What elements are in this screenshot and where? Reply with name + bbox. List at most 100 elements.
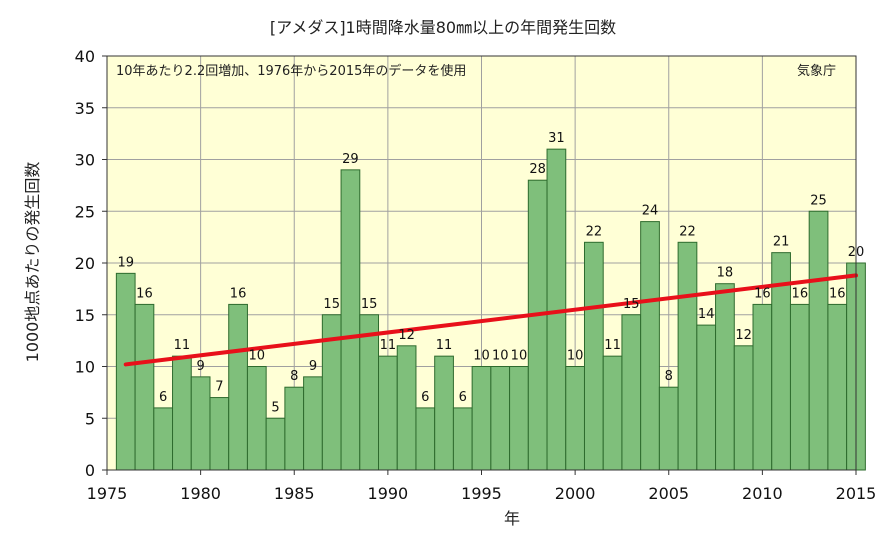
data-label-1996: 10	[492, 349, 509, 364]
bar-1977	[134, 303, 155, 471]
bar-2009	[733, 345, 754, 471]
data-label-2010: 16	[754, 286, 771, 301]
data-label-1999: 31	[548, 131, 565, 146]
x-tick-label: 1980	[180, 484, 221, 503]
y-tick-label: 0	[85, 461, 95, 480]
y-tick-label: 15	[75, 306, 95, 325]
x-tick-label: 1995	[461, 484, 502, 503]
y-axis-label: 1000地点あたりの発生回数	[23, 162, 42, 363]
bar-2002	[602, 355, 623, 471]
data-label-1983: 10	[249, 349, 266, 364]
bar-1994	[452, 407, 473, 471]
bar-2012	[789, 303, 810, 471]
bars	[115, 148, 866, 471]
bar-1998	[527, 179, 548, 471]
bar-1982	[228, 303, 248, 471]
data-label-1993: 11	[436, 338, 453, 353]
data-label-1991: 12	[398, 328, 415, 343]
data-label-2012: 16	[792, 286, 809, 301]
data-label-1982: 16	[230, 286, 247, 301]
data-label-1981: 7	[215, 380, 223, 395]
bar-2005	[658, 386, 679, 471]
bar-1996	[490, 366, 511, 471]
data-label-1984: 5	[271, 400, 279, 415]
bar-2008	[715, 283, 735, 471]
data-label-2008: 18	[717, 266, 734, 281]
bar-2010	[752, 303, 773, 471]
x-axis-label: 年	[504, 509, 520, 528]
data-label-1987: 15	[323, 297, 340, 312]
bar-1984	[265, 417, 286, 471]
bar-2007	[696, 324, 717, 471]
x-tick-label: 2005	[648, 484, 689, 503]
data-label-1994: 6	[459, 390, 467, 405]
trend-line	[123, 273, 858, 367]
y-tick-label: 30	[75, 151, 95, 170]
data-label-1989: 15	[361, 297, 378, 312]
x-tick-label: 2010	[742, 484, 783, 503]
annotation-text: 10年あたり2.2回増加、1976年から2015年のデータを使用	[116, 63, 466, 79]
y-tick-label: 40	[75, 47, 95, 66]
data-label-1988: 29	[342, 152, 359, 167]
bar-1990	[378, 355, 398, 471]
bar-1978	[153, 407, 174, 471]
bar-1981	[209, 397, 230, 471]
chart-title: [アメダス]1時間降水量80㎜以上の年間発生回数	[270, 18, 616, 37]
data-label-1995: 10	[473, 349, 490, 364]
data-label-1980: 9	[196, 359, 204, 374]
bar-1995	[471, 366, 492, 471]
data-label-2004: 24	[642, 204, 659, 219]
data-label-2007: 14	[698, 307, 715, 322]
bar-1985	[284, 386, 305, 471]
y-tick-label: 35	[75, 99, 95, 118]
x-tick-label: 2000	[555, 484, 596, 503]
bar-1979	[172, 355, 192, 471]
y-tick-label: 20	[75, 254, 95, 273]
bar-1993	[434, 355, 454, 471]
y-tick-label: 5	[85, 409, 95, 428]
bar-1997	[509, 366, 529, 471]
bar-1991	[396, 345, 417, 471]
y-tick-label: 10	[75, 358, 95, 377]
bar-1988	[340, 169, 361, 471]
data-label-2011: 21	[773, 235, 790, 250]
data-label-1985: 8	[290, 369, 298, 384]
bar-2004	[640, 221, 660, 471]
bar-1989	[359, 314, 380, 471]
trend-line-group	[123, 273, 858, 367]
data-label-1977: 16	[136, 286, 153, 301]
bar-2000	[565, 366, 585, 471]
data-label-2001: 22	[586, 224, 603, 239]
data-label-1978: 6	[159, 390, 167, 405]
y-axis-ticks: 0 5 10 15 20 25 30 35 40	[75, 47, 107, 480]
y-tick-label: 25	[75, 202, 95, 221]
x-tick-label: 1975	[87, 484, 128, 503]
bar-1986	[303, 376, 323, 471]
bar-1980	[190, 376, 211, 471]
bar-1992	[415, 407, 436, 471]
data-label-2009: 12	[735, 328, 752, 343]
bar-1983	[246, 366, 267, 471]
bar-2014	[827, 303, 848, 471]
data-label-2006: 22	[679, 224, 696, 239]
x-tick-label: 1990	[368, 484, 409, 503]
bar-1976	[115, 272, 136, 471]
data-label-1997: 10	[511, 349, 528, 364]
bar-2003	[621, 314, 642, 471]
data-label-2002: 11	[604, 338, 621, 353]
bar-2001	[583, 241, 604, 471]
bar-2013	[808, 210, 829, 471]
data-label-2000: 10	[567, 349, 584, 364]
data-label-1990: 11	[380, 338, 397, 353]
x-axis-ticks: 1975 1980 1985 1990 1995 2000 2005 2010 2015	[87, 470, 877, 503]
bar-2006	[677, 241, 698, 471]
x-tick-label: 1985	[274, 484, 315, 503]
x-tick-label: 2015	[836, 484, 877, 503]
data-label-1998: 28	[529, 162, 546, 177]
source-text: 気象庁	[797, 63, 836, 79]
data-label-1979: 11	[174, 338, 191, 353]
data-label-1992: 6	[421, 390, 429, 405]
data-label-2003: 15	[623, 297, 640, 312]
data-label-1976: 19	[117, 255, 134, 270]
